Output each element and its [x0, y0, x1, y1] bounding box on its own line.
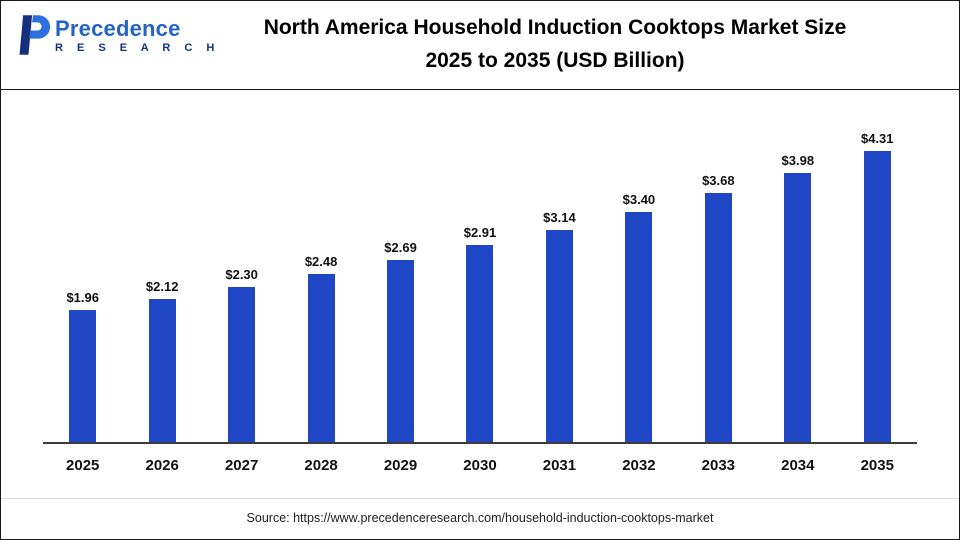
- bar-value-label: $3.40: [622, 192, 656, 208]
- bar[interactable]: [545, 229, 573, 442]
- bar[interactable]: [784, 172, 812, 442]
- bar[interactable]: [228, 286, 256, 442]
- x-tick-label: 2029: [383, 457, 418, 474]
- x-tick-label: 2027: [224, 457, 259, 474]
- chart-title-line-2: 2025 to 2035 (USD Billion): [425, 49, 685, 72]
- x-tick-label: 2028: [304, 457, 338, 474]
- bar[interactable]: [387, 260, 415, 442]
- bar[interactable]: [704, 193, 732, 442]
- header: Precedence R E S E A R C H North America…: [1, 1, 959, 90]
- bar[interactable]: [307, 274, 335, 442]
- bar-value-label: $2.12: [145, 278, 179, 294]
- bar[interactable]: [625, 212, 653, 442]
- bar-column: $3.14: [520, 104, 599, 442]
- x-tick-label: 2031: [542, 457, 577, 474]
- chart-title-line-1: North America Household Induction Cookto…: [263, 16, 847, 40]
- x-tick-label: 2033: [701, 457, 736, 474]
- bar[interactable]: [466, 245, 494, 442]
- bar-column: $2.48: [281, 104, 360, 442]
- bar-value-label: $2.69: [384, 240, 417, 256]
- bar-value-label: $3.14: [543, 209, 576, 225]
- x-tick-label: 2030: [463, 457, 497, 474]
- logo-name: Precedence: [55, 16, 181, 41]
- footer: Source: https://www.precedenceresearch.c…: [1, 498, 959, 539]
- bar-column: $3.98: [758, 104, 837, 442]
- logo-text: Precedence R E S E A R C H: [55, 13, 220, 55]
- logo: Precedence R E S E A R C H: [15, 13, 220, 57]
- x-tick-label: 2026: [145, 457, 179, 474]
- x-tick-label: 2025: [66, 457, 100, 474]
- x-axis-labels: 2025 2026 2027 2028 2029 2030 2031 2032 2033 2034…: [43, 444, 917, 484]
- bar-column: $2.30: [202, 104, 281, 442]
- source-text: Source: https://www.precedenceresearch.c…: [246, 511, 714, 525]
- bar-value-label: $4.31: [860, 130, 894, 146]
- x-tick-label: 2035: [860, 457, 894, 474]
- bar-column: $3.68: [679, 104, 758, 442]
- bar-value-label: $3.98: [781, 152, 815, 168]
- logo-subname: R E S E A R C H: [55, 42, 220, 55]
- chart-title: North America Household Induction Cookto…: [1, 1, 959, 89]
- x-tick-label: 2034: [781, 457, 815, 474]
- bar-column: $1.96: [43, 104, 122, 442]
- bar-column: $3.40: [599, 104, 678, 442]
- bar[interactable]: [863, 150, 891, 442]
- x-tick-label: 2032: [622, 457, 656, 474]
- bar-value-label: $2.48: [304, 254, 338, 270]
- bar-value-label: $3.68: [702, 173, 735, 189]
- bar-value-label: $1.96: [66, 289, 99, 305]
- bar-column: $4.31: [838, 104, 917, 442]
- bar-column: $2.12: [122, 104, 201, 442]
- bar-column: $2.91: [440, 104, 519, 442]
- bar[interactable]: [148, 298, 176, 442]
- bar-column: $2.69: [361, 104, 440, 442]
- bar-value-label: $2.91: [463, 225, 497, 241]
- precedence-logo-icon: [19, 15, 51, 55]
- chart-area: $1.96 $2.12 $2.30 $2.48 $2.69 $2.91 $3.14 $3.40…: [1, 90, 959, 498]
- bar[interactable]: [69, 309, 97, 442]
- bar-value-label: $2.30: [225, 266, 258, 282]
- plot-area: $1.96 $2.12 $2.30 $2.48 $2.69 $2.91 $3.14 $3.40…: [43, 104, 917, 444]
